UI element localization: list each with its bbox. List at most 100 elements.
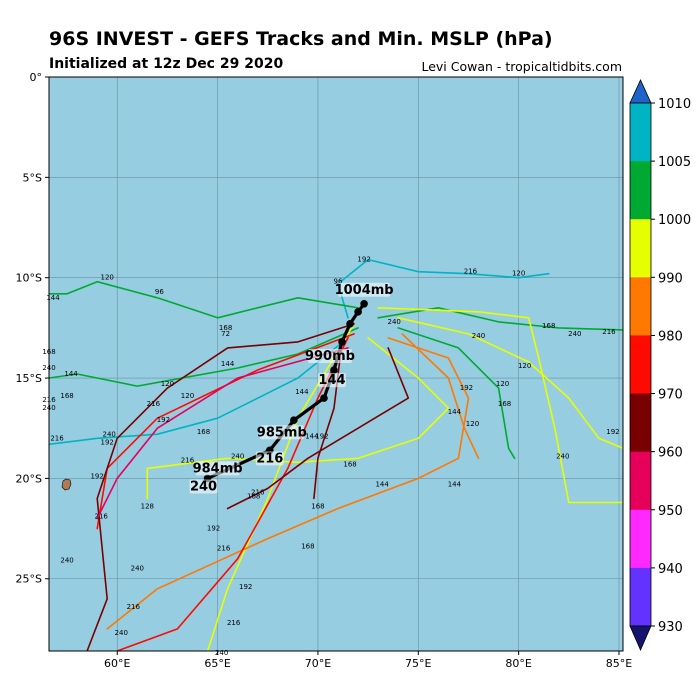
mslp-label-background (338, 282, 391, 297)
mslp-label: 144 (318, 373, 345, 388)
mslp-label-background (255, 451, 284, 466)
lon-tick-label: 65°E (204, 657, 230, 670)
mslp-label: 990mb (305, 349, 355, 364)
colorbar-tick-label: 1010 (658, 97, 691, 112)
member-track-line (206, 323, 355, 651)
colorbar-segment (630, 277, 651, 336)
colorbar-frame (629, 102, 652, 627)
lat-tick-label: 15°S (16, 372, 42, 385)
colorbar-segment (630, 219, 651, 278)
forecast-hour-label: 168 (343, 460, 356, 468)
forecast-hour-label: 72 (221, 330, 230, 338)
lat-tick-label: 20°S (16, 472, 42, 485)
forecast-hour-label: 216 (227, 619, 241, 627)
mean-track-point (354, 308, 362, 316)
forecast-hour-label: 168 (60, 392, 73, 400)
forecast-hour-label: 96 (334, 278, 343, 286)
colorbar-tick-label: 940 (658, 562, 683, 577)
mean-track-point (330, 366, 338, 374)
forecast-hour-label: 240 (231, 452, 244, 460)
forecast-hour-label: 240 (115, 629, 128, 637)
colorbar-top-arrow (629, 79, 652, 104)
member-track-line (96, 347, 349, 520)
forecast-hour-label: 168 (542, 322, 555, 330)
mean-track-point (346, 320, 354, 328)
forecast-hour-label: 216 (147, 400, 161, 408)
colorbar-tick-label: 970 (658, 388, 683, 403)
mean-track-point (290, 416, 298, 424)
forecast-hour-label: 120 (466, 420, 479, 428)
forecast-hour-label: 120 (496, 380, 509, 388)
chart-title: 96S INVEST - GEFS Tracks and Min. MSLP (… (49, 28, 553, 50)
forecast-hour-label: 128 (141, 503, 154, 511)
lat-tick-label: 0° (30, 71, 43, 84)
forecast-hour-label: 192 (157, 416, 170, 424)
forecast-hour-label: 192 (207, 525, 220, 533)
forecast-hour-label: 216 (127, 603, 141, 611)
forecast-hour-label: 240 (568, 330, 581, 338)
member-track-line (401, 333, 480, 460)
forecast-hour-label: 192 (357, 256, 370, 264)
member-track-line (337, 258, 550, 319)
member-track-line (226, 347, 410, 510)
forecast-hour-label: 120 (518, 362, 531, 370)
forecast-hour-label: 192 (315, 432, 328, 440)
colorbar-segment (630, 103, 651, 162)
forecast-hour-label: 216 (251, 488, 265, 496)
lon-tick-label: 85°E (606, 657, 632, 670)
forecast-hour-label: 192 (101, 438, 114, 446)
land-area (61, 478, 72, 491)
colorbar-tick-label: 980 (658, 329, 683, 344)
mslp-label: 1004mb (335, 283, 394, 298)
forecast-hour-label: 240 (215, 649, 228, 657)
colorbar-segment (630, 161, 651, 220)
member-tracks (49, 258, 623, 651)
colorbar-tick-label: 1000 (658, 213, 691, 228)
mslp-label-background (189, 479, 218, 494)
forecast-hour-label: 240 (103, 430, 116, 438)
forecast-hour-label: 168 (311, 503, 324, 511)
forecast-hour-label: 240 (60, 557, 73, 565)
forecast-hour-label: 168 (197, 428, 210, 436)
member-track-line (49, 337, 349, 446)
mslp-label-background (307, 348, 352, 363)
mslp-label-background (259, 425, 304, 440)
forecast-hour-label: 240 (556, 452, 569, 460)
forecast-hour-label: 216 (181, 456, 195, 464)
forecast-hour-label: 168 (219, 324, 232, 332)
mean-track-point (338, 338, 346, 346)
forecast-hour-label: 192 (239, 583, 252, 591)
forecast-hour-label: 144 (305, 432, 319, 440)
colorbar-tick-label: 930 (658, 620, 683, 635)
lat-tick-label: 5°S (23, 171, 42, 184)
lat-tick-label: 25°S (16, 573, 42, 586)
forecast-hour-label: 96 (155, 288, 164, 296)
colorbar-tick-label: 960 (658, 446, 683, 461)
credit-text: Levi Cowan - tropicaltidbits.com (421, 59, 622, 74)
forecast-hour-label: 240 (131, 565, 144, 573)
colorbar-tick-label: 950 (658, 504, 683, 519)
forecast-hour-label: 216 (464, 268, 478, 276)
forecast-hour-label: 192 (460, 384, 473, 392)
colorbar-tick-label: 1005 (658, 155, 691, 170)
member-track-line (49, 327, 359, 387)
member-track-line (397, 317, 623, 450)
mean-track-point (320, 394, 328, 402)
colorbar-segment (630, 509, 651, 569)
lon-tick-label: 60°E (104, 657, 130, 670)
map-frame (48, 76, 624, 652)
member-track-line (146, 337, 450, 500)
forecast-hour-label: 120 (181, 392, 194, 400)
lat-tick-label: 10°S (16, 272, 42, 285)
mean-track-point (360, 299, 368, 308)
mauritius-island (61, 478, 72, 491)
forecast-hour-label: 240 (388, 318, 401, 326)
member-track-line (116, 337, 349, 651)
colorbar-segment (630, 567, 651, 627)
forecast-hour-label: 168 (301, 543, 314, 551)
member-track-line (377, 307, 623, 504)
colorbar-bottom-arrow (629, 625, 652, 651)
member-track-line (49, 280, 359, 319)
mslp-label-background (195, 461, 240, 476)
